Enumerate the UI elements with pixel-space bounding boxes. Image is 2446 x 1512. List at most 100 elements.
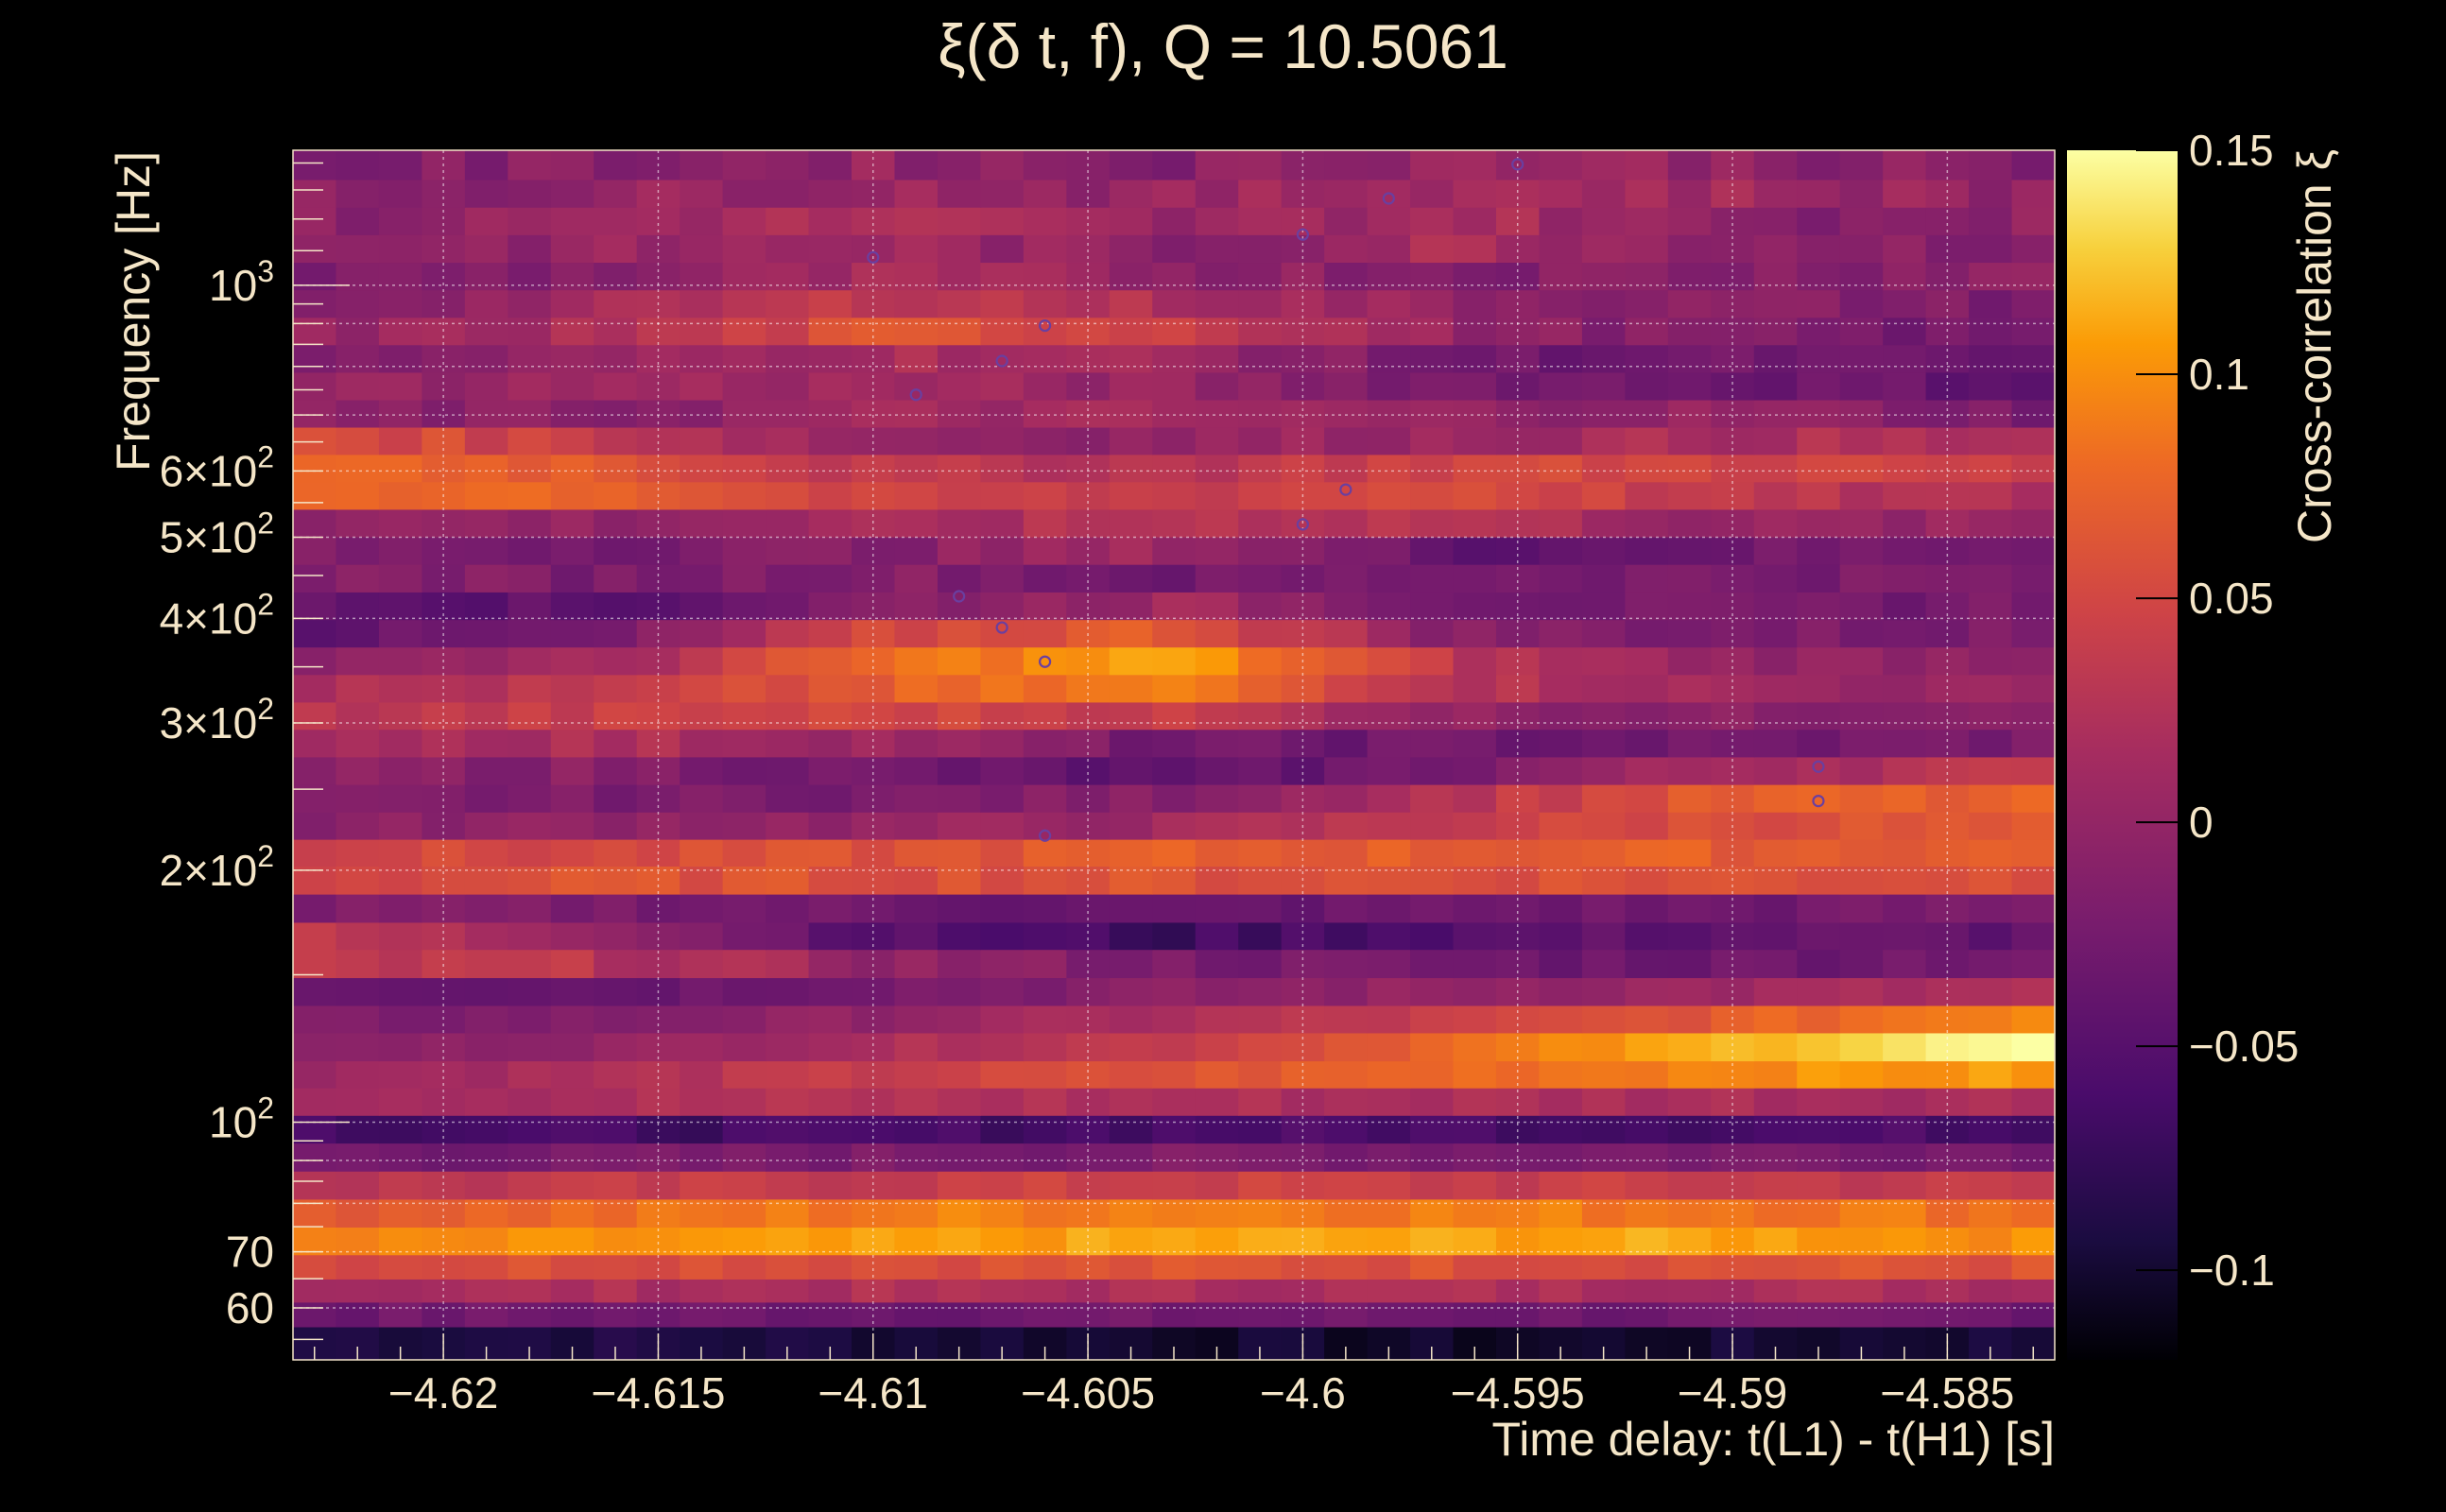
heatmap-cell <box>550 894 594 923</box>
heatmap-cell <box>1753 289 1798 318</box>
heatmap-cell <box>680 1198 724 1228</box>
heatmap-cell <box>2011 179 2056 208</box>
heatmap-cell <box>464 317 508 346</box>
heatmap-cell <box>550 674 594 703</box>
heatmap-cell <box>937 564 982 593</box>
heatmap-cell <box>766 344 810 373</box>
heatmap-cell <box>1324 289 1369 318</box>
heatmap-cell <box>1839 1032 1884 1062</box>
heatmap-cell <box>894 1115 939 1144</box>
heatmap-cell <box>1839 756 1884 785</box>
heatmap-cell <box>1539 921 1583 951</box>
heatmap-cell <box>464 701 508 730</box>
heatmap-cell <box>980 150 1025 180</box>
heatmap-cell <box>336 949 380 979</box>
heatmap-cell <box>1797 1143 1841 1172</box>
x-tick-label: −4.6 <box>1260 1368 1346 1418</box>
heatmap-cell <box>464 592 508 621</box>
heatmap-cell <box>766 564 810 593</box>
heatmap-cell <box>680 1171 724 1200</box>
heatmap-cell <box>808 729 853 758</box>
heatmap-cell <box>1969 894 2013 923</box>
heatmap-cell <box>594 756 638 785</box>
heatmap-cell <box>722 1115 767 1144</box>
heatmap-cell <box>808 619 853 648</box>
heatmap-cell <box>1152 207 1197 235</box>
heatmap-cell <box>722 756 767 785</box>
heatmap-cell <box>1410 701 1455 730</box>
heatmap-cell <box>1324 701 1369 730</box>
heatmap-cell <box>1410 1171 1455 1200</box>
heatmap-cell <box>1969 949 2013 979</box>
heatmap-cell <box>378 426 422 455</box>
heatmap-cell <box>1453 619 1497 648</box>
heatmap-cell <box>508 179 552 208</box>
heatmap-cell <box>1625 977 1669 1006</box>
heatmap-cell <box>1410 1088 1455 1116</box>
heatmap-cell <box>1238 426 1283 455</box>
heatmap-cell <box>550 729 594 758</box>
heatmap-cell <box>1238 1279 1283 1303</box>
heatmap-cell <box>1109 866 1153 895</box>
heatmap-cell <box>508 289 552 318</box>
heatmap-cell <box>1581 344 1626 373</box>
heatmap-cell <box>766 1198 810 1228</box>
heatmap-cell <box>1410 179 1455 208</box>
heatmap-cell <box>894 1005 939 1034</box>
heatmap-cell <box>1581 1254 1626 1280</box>
heatmap-cell <box>1152 344 1197 373</box>
heatmap-cell <box>808 564 853 593</box>
heatmap-cell <box>1109 701 1153 730</box>
heatmap-cell <box>680 592 724 621</box>
heatmap-cell <box>1797 784 1841 813</box>
heatmap-cell <box>1495 949 1541 979</box>
heatmap-cell <box>293 371 337 401</box>
heatmap-cell <box>1195 1143 1239 1172</box>
heatmap-cell <box>1195 289 1239 318</box>
heatmap-cell <box>808 508 853 538</box>
heatmap-cell <box>894 949 939 979</box>
heatmap-cell <box>2011 1143 2056 1172</box>
heatmap-cell <box>1667 207 1712 235</box>
heatmap-cell <box>1324 508 1369 538</box>
heatmap-cell <box>1539 537 1583 565</box>
heatmap-cell <box>1453 1060 1497 1089</box>
heatmap-cell <box>1969 1171 2013 1200</box>
heatmap-cell <box>894 839 939 867</box>
heatmap-cell <box>2011 784 2056 813</box>
heatmap-cell <box>1324 399 1369 428</box>
heatmap-cell <box>1367 371 1411 401</box>
heatmap-cell <box>1969 701 2013 730</box>
heatmap-cell <box>1539 592 1583 621</box>
heatmap-cell <box>1797 1088 1841 1116</box>
heatmap-cell <box>378 646 422 676</box>
heatmap-cell <box>1410 921 1455 951</box>
heatmap-cell <box>1797 1032 1841 1062</box>
heatmap-cell <box>1797 949 1841 979</box>
heatmap-cell <box>1539 207 1583 235</box>
heatmap-cell <box>1883 426 1927 455</box>
heatmap-cell <box>1581 921 1626 951</box>
heatmap-cell <box>1023 674 1067 703</box>
heatmap-cell <box>680 564 724 593</box>
heatmap-cell <box>766 619 810 648</box>
heatmap-cell <box>594 1279 638 1303</box>
heatmap-cell <box>1753 674 1798 703</box>
heatmap-cell <box>293 426 337 455</box>
heatmap-cell <box>1023 150 1067 180</box>
heatmap-cell <box>550 481 594 510</box>
peak-marker <box>1296 228 1309 241</box>
heatmap-cell <box>1625 1301 1669 1328</box>
heatmap-cell <box>937 701 982 730</box>
heatmap-cell <box>1797 1279 1841 1303</box>
heatmap-cell <box>722 399 767 428</box>
heatmap-cell <box>1883 234 1927 264</box>
heatmap-cell <box>766 399 810 428</box>
heatmap-cell <box>1839 179 1884 208</box>
heatmap-cell <box>1152 1279 1197 1303</box>
heatmap-cell <box>1753 729 1798 758</box>
heatmap-cell <box>464 894 508 923</box>
heatmap-cell <box>1195 646 1239 676</box>
heatmap-cell <box>1195 729 1239 758</box>
heatmap-cell <box>937 1171 982 1200</box>
